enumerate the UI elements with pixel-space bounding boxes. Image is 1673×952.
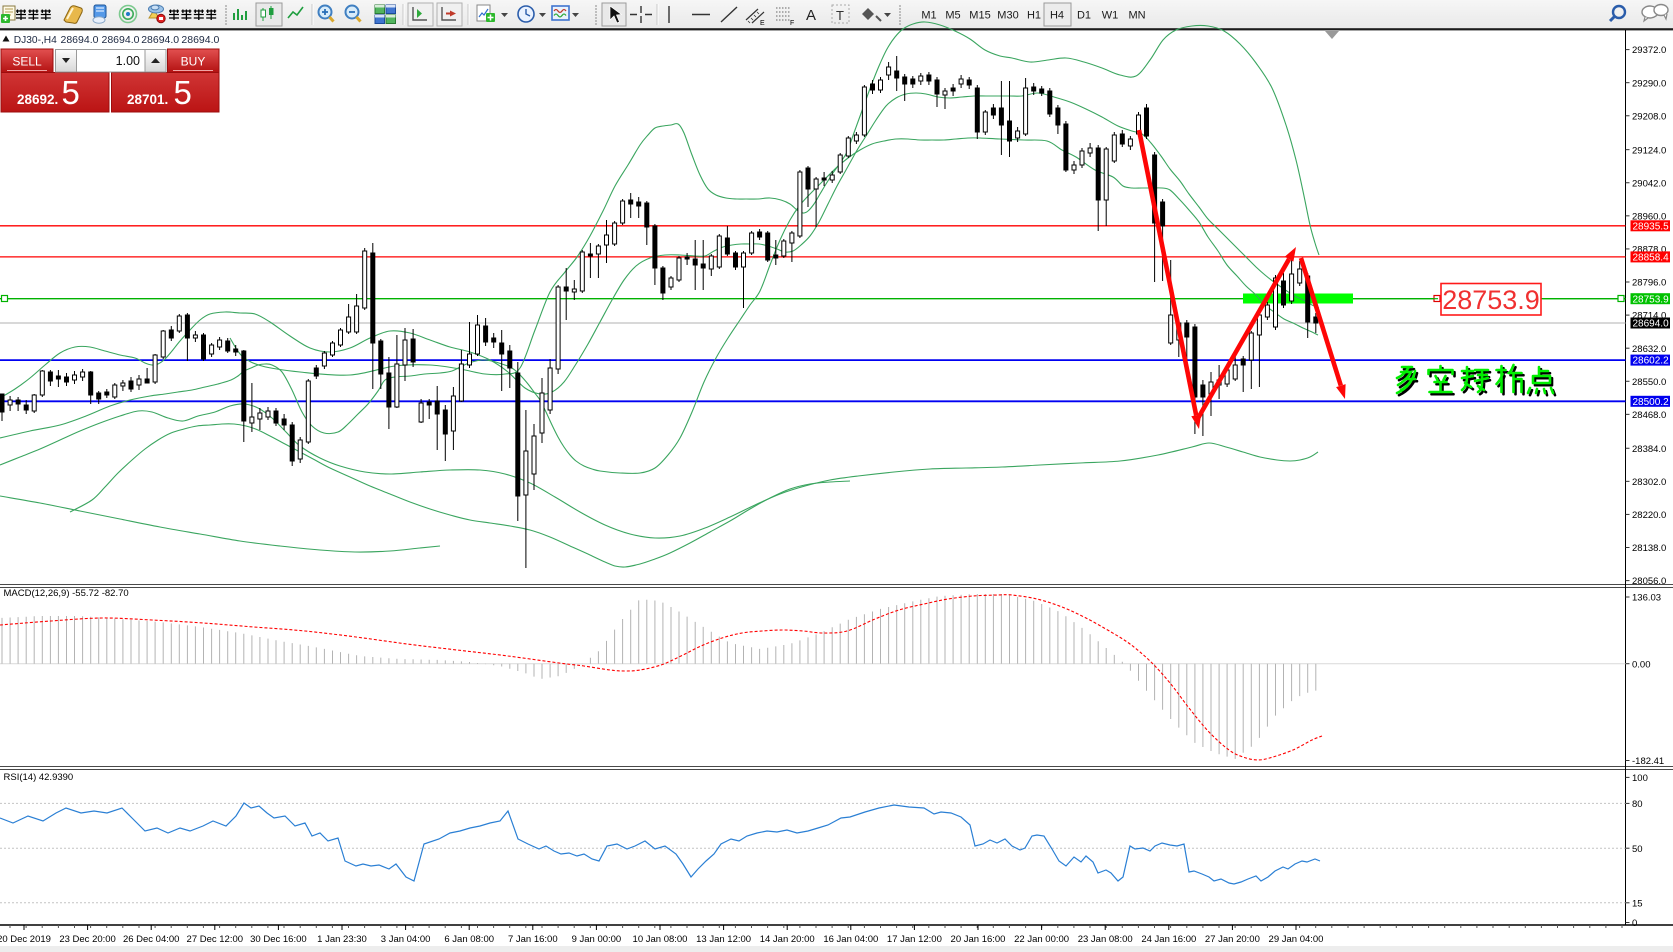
svg-text:28694.0: 28694.0 <box>61 34 99 46</box>
svg-text:28694.0: 28694.0 <box>102 34 140 46</box>
svg-text:28220.0: 28220.0 <box>1632 510 1666 521</box>
svg-text:29208.0: 29208.0 <box>1632 111 1666 122</box>
svg-text:28753.9: 28753.9 <box>1633 294 1670 305</box>
svg-text:14 Jan 20:00: 14 Jan 20:00 <box>760 934 815 945</box>
svg-text:100: 100 <box>1632 773 1648 784</box>
svg-text:1 Jan 23:30: 1 Jan 23:30 <box>317 934 367 945</box>
svg-text:MN: MN <box>1128 10 1145 22</box>
svg-text:29290.0: 29290.0 <box>1632 78 1666 89</box>
svg-text:80: 80 <box>1632 799 1643 810</box>
svg-text:29 Jan 04:00: 29 Jan 04:00 <box>1269 934 1324 945</box>
svg-text:27 Jan 20:00: 27 Jan 20:00 <box>1205 934 1260 945</box>
svg-text:F: F <box>790 20 794 27</box>
svg-text:13 Jan 12:00: 13 Jan 12:00 <box>696 934 751 945</box>
svg-text:28302.0: 28302.0 <box>1632 477 1666 488</box>
svg-text:W1: W1 <box>1102 10 1119 22</box>
svg-text:E: E <box>760 20 765 27</box>
svg-text:15: 15 <box>1632 898 1643 909</box>
svg-text:0.00: 0.00 <box>1632 659 1651 670</box>
svg-text:28694.0: 28694.0 <box>141 34 179 46</box>
svg-text:28753.9: 28753.9 <box>1442 285 1540 315</box>
svg-text:23 Jan 08:00: 23 Jan 08:00 <box>1078 934 1133 945</box>
svg-text:0: 0 <box>1632 918 1637 929</box>
svg-text:RSI(14) 42.9390: RSI(14) 42.9390 <box>4 772 74 783</box>
svg-text:6 Jan 08:00: 6 Jan 08:00 <box>444 934 494 945</box>
svg-text:28602.2: 28602.2 <box>1633 356 1670 367</box>
svg-text:30 Dec 16:00: 30 Dec 16:00 <box>250 934 307 945</box>
svg-text:28858.4: 28858.4 <box>1633 253 1670 264</box>
svg-text:SELL: SELL <box>12 55 42 69</box>
svg-text:28960.0: 28960.0 <box>1632 211 1666 222</box>
svg-text:-182.41: -182.41 <box>1632 756 1664 767</box>
svg-text:28701.: 28701. <box>127 92 168 107</box>
svg-text:28138.0: 28138.0 <box>1632 543 1666 554</box>
svg-text:27 Dec 12:00: 27 Dec 12:00 <box>187 934 244 945</box>
svg-text:50: 50 <box>1632 844 1643 855</box>
svg-text:28468.0: 28468.0 <box>1632 410 1666 421</box>
svg-text:28714.0: 28714.0 <box>1632 311 1666 322</box>
svg-text:M5: M5 <box>945 10 960 22</box>
svg-text:D1: D1 <box>1077 10 1091 22</box>
svg-text:M1: M1 <box>921 10 936 22</box>
svg-text:136.03: 136.03 <box>1632 593 1661 604</box>
svg-text:28550.0: 28550.0 <box>1632 377 1666 388</box>
svg-text:M30: M30 <box>997 10 1018 22</box>
svg-text:5: 5 <box>174 74 192 111</box>
svg-text:1.00: 1.00 <box>116 54 140 68</box>
svg-text:28878.0: 28878.0 <box>1632 245 1666 256</box>
svg-text:MACD(12,26,9) -55.72 -82.70: MACD(12,26,9) -55.72 -82.70 <box>4 588 129 599</box>
svg-text:3 Jan 04:00: 3 Jan 04:00 <box>381 934 431 945</box>
svg-text:T: T <box>836 8 844 23</box>
svg-text:29124.0: 29124.0 <box>1632 145 1666 156</box>
svg-text:17 Jan 12:00: 17 Jan 12:00 <box>887 934 942 945</box>
svg-text:28692.: 28692. <box>17 92 58 107</box>
svg-text:29372.0: 29372.0 <box>1632 45 1666 56</box>
svg-text:BUY: BUY <box>181 55 206 69</box>
svg-text:9 Jan 00:00: 9 Jan 00:00 <box>572 934 622 945</box>
svg-text:28694.0: 28694.0 <box>181 34 219 46</box>
svg-text:28056.0: 28056.0 <box>1632 576 1666 587</box>
svg-text:28384.0: 28384.0 <box>1632 444 1666 455</box>
svg-text:DJ30-,H4: DJ30-,H4 <box>14 35 57 46</box>
svg-text:28935.5: 28935.5 <box>1633 221 1670 232</box>
svg-text:24 Jan 16:00: 24 Jan 16:00 <box>1141 934 1196 945</box>
svg-text:23 Dec 20:00: 23 Dec 20:00 <box>59 934 116 945</box>
svg-text:10 Jan 08:00: 10 Jan 08:00 <box>633 934 688 945</box>
svg-text:A: A <box>806 7 816 24</box>
svg-text:28500.2: 28500.2 <box>1633 397 1670 408</box>
svg-text:22 Jan 00:00: 22 Jan 00:00 <box>1014 934 1069 945</box>
svg-text:20 Dec 2019: 20 Dec 2019 <box>0 934 51 945</box>
svg-text:28694.0: 28694.0 <box>1633 319 1670 330</box>
svg-text:5: 5 <box>62 74 80 111</box>
svg-text:26 Dec 04:00: 26 Dec 04:00 <box>123 934 180 945</box>
svg-text:H4: H4 <box>1050 10 1064 22</box>
svg-text:H1: H1 <box>1027 10 1041 22</box>
svg-text:M15: M15 <box>969 10 990 22</box>
svg-text:28632.0: 28632.0 <box>1632 344 1666 355</box>
svg-text:20 Jan 16:00: 20 Jan 16:00 <box>951 934 1006 945</box>
svg-text:28796.0: 28796.0 <box>1632 278 1666 289</box>
svg-text:16 Jan 04:00: 16 Jan 04:00 <box>823 934 878 945</box>
svg-text:7 Jan 16:00: 7 Jan 16:00 <box>508 934 558 945</box>
svg-text:29042.0: 29042.0 <box>1632 178 1666 189</box>
